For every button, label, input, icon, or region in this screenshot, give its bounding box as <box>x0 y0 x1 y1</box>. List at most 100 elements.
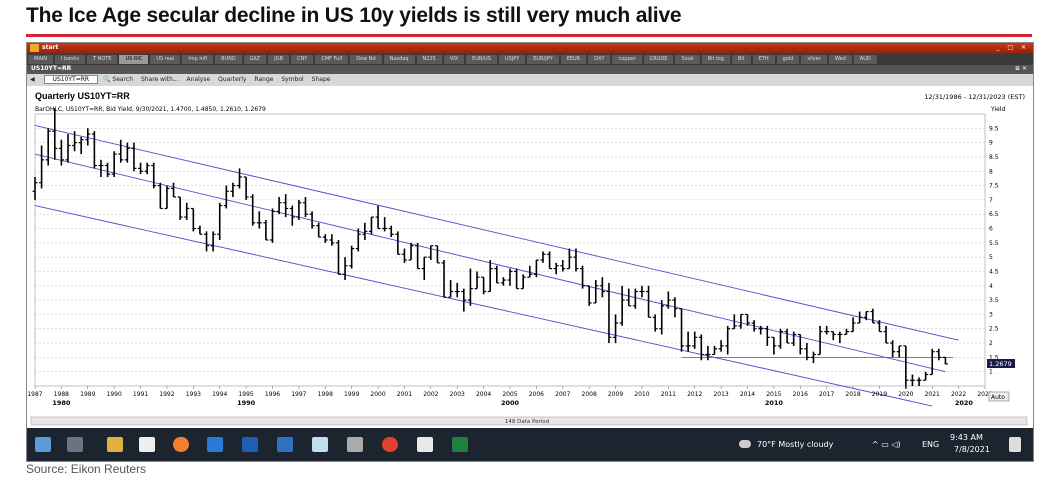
ohlc-bar <box>698 334 704 361</box>
ohlc-bar <box>560 260 566 272</box>
x-tick-label: 1993 <box>186 391 201 398</box>
ohlc-bar <box>171 182 177 198</box>
tab-9[interactable]: CNY <box>291 55 314 64</box>
ohlc-bar <box>712 345 718 356</box>
tab-14[interactable]: VIX <box>443 55 465 64</box>
tab-8[interactable]: JGB <box>268 55 290 64</box>
ohlc-bar <box>843 328 849 336</box>
period-dropdown[interactable]: Quarterly <box>218 76 247 83</box>
y-axis: 1 1.5 2 2.5 3 3.5 4 4.5 5 5.5 6 6.5 7 7.5 8 8.5 9 9.5 <box>989 125 999 375</box>
ohlc-bar <box>883 325 889 344</box>
tab-7[interactable]: GILT <box>243 55 267 64</box>
tab-0[interactable]: MAIN <box>28 55 53 64</box>
tab-27[interactable]: silver <box>801 55 827 64</box>
tab-28[interactable]: Wed <box>828 55 852 64</box>
ohlc-bar <box>613 314 619 344</box>
tab-23[interactable]: Bit big <box>701 55 730 64</box>
x-tick-label: 2010 <box>634 391 649 398</box>
tab-6[interactable]: BUND <box>215 55 242 64</box>
language-indicator[interactable]: ENG <box>922 440 940 449</box>
weather-icon[interactable] <box>739 440 751 448</box>
x-tick-label: 2016 <box>793 391 808 398</box>
auto-button[interactable] <box>988 391 1010 402</box>
app-icon[interactable] <box>312 437 328 452</box>
clock-date[interactable]: 7/8/2021 <box>954 445 990 454</box>
ohlc-bar <box>777 328 783 349</box>
tab-5[interactable]: Imp infl <box>182 55 214 64</box>
outlook-icon[interactable] <box>242 437 258 452</box>
tab-10[interactable]: CMF Full <box>315 55 349 64</box>
ohlc-bar <box>507 268 513 286</box>
windows-start-icon[interactable] <box>35 437 51 452</box>
tab-4[interactable]: US real <box>150 55 181 64</box>
shape-menu[interactable]: Shape <box>311 76 331 83</box>
edge-icon[interactable] <box>207 437 223 452</box>
system-tray-icons[interactable]: ^ ▭ ◁) <box>872 440 901 449</box>
ohlc-bar <box>448 280 454 298</box>
tab-1[interactable]: I banks <box>54 55 85 64</box>
tab-17[interactable]: EUR/JPY <box>527 55 559 64</box>
tab-24[interactable]: Bit <box>731 55 751 64</box>
tab-16[interactable]: USJPY <box>498 55 526 64</box>
back-arrow-icon[interactable]: ◀ <box>30 76 35 83</box>
tab-2[interactable]: T NOTE <box>86 55 118 64</box>
share-button[interactable]: Share with... <box>140 76 179 83</box>
task-view-icon[interactable] <box>67 437 83 452</box>
ohlc-bar <box>388 225 394 238</box>
ohlc-bar <box>91 131 97 169</box>
search-button[interactable]: 🔍 Search <box>103 76 134 83</box>
ohlc-bar <box>144 162 150 175</box>
browser-icon[interactable] <box>173 437 189 452</box>
file-explorer-icon[interactable] <box>107 437 123 452</box>
y-tick-label: 5.5 <box>989 240 999 247</box>
ohlc-bar <box>335 239 341 275</box>
ohlc-bar <box>283 194 289 218</box>
ohlc-bar <box>45 128 51 166</box>
notifications-icon[interactable] <box>1009 437 1021 452</box>
word-icon[interactable] <box>277 437 293 452</box>
symbol-input[interactable]: US10YT=RR <box>43 75 99 84</box>
weather-text[interactable]: 70°F Mostly cloudy <box>757 440 834 449</box>
range-dropdown[interactable]: Range <box>254 76 274 83</box>
auto-label: Auto <box>991 394 1005 401</box>
scrollbar[interactable] <box>30 416 1028 426</box>
ohlc-bar <box>177 196 183 220</box>
ohlc-bar <box>72 131 78 152</box>
x-tick-label: 1987 <box>27 391 42 398</box>
app-title: start <box>42 44 59 51</box>
ohlc-bar <box>652 314 658 332</box>
chart-window-controls[interactable]: ≡ ✕ <box>1014 65 1027 72</box>
ohlc-bar <box>65 134 71 163</box>
ohlc-bar <box>362 222 368 240</box>
eikon-screenshot: start _ □ ✕ MAIN I banks T NOTE US RIC US re… <box>26 42 1034 462</box>
paint-icon[interactable] <box>347 437 363 452</box>
ohlc-bar <box>791 331 797 346</box>
tab-19[interactable]: DXY <box>588 55 611 64</box>
ohlc-bar <box>342 257 348 281</box>
tab-29[interactable]: AUD <box>853 55 877 64</box>
ohlc-bar <box>804 343 810 361</box>
tab-15[interactable]: EUR/US <box>466 55 497 64</box>
tab-12[interactable]: Nasdaq <box>383 55 415 64</box>
symbol-menu[interactable]: Symbol <box>281 76 304 83</box>
tab-22[interactable]: Souk <box>675 55 700 64</box>
tab-20[interactable]: copper <box>612 55 642 64</box>
tab-18[interactable]: EEUR <box>560 55 587 64</box>
tab-11[interactable]: Dow Nd <box>350 55 382 64</box>
chrome-icon[interactable] <box>382 437 398 452</box>
excel-icon[interactable] <box>452 437 468 452</box>
tab-26[interactable]: gold <box>776 55 800 64</box>
window-controls[interactable]: _ □ ✕ <box>996 44 1029 51</box>
clock-time[interactable]: 9:43 AM <box>950 433 983 442</box>
ohlc-bar <box>810 351 816 364</box>
search-label: Search <box>112 76 134 83</box>
tab-3[interactable]: US RIC <box>119 55 149 64</box>
yahoo-icon[interactable] <box>139 437 155 452</box>
tab-21[interactable]: CRUDE <box>643 55 674 64</box>
tab-13[interactable]: N225 <box>416 55 442 64</box>
ohlc-bar <box>138 162 144 175</box>
analyse-button[interactable]: Analyse <box>186 76 211 83</box>
ohlc-bar <box>58 139 64 166</box>
tab-25[interactable]: ETH <box>752 55 775 64</box>
notepad-icon[interactable] <box>417 437 433 452</box>
